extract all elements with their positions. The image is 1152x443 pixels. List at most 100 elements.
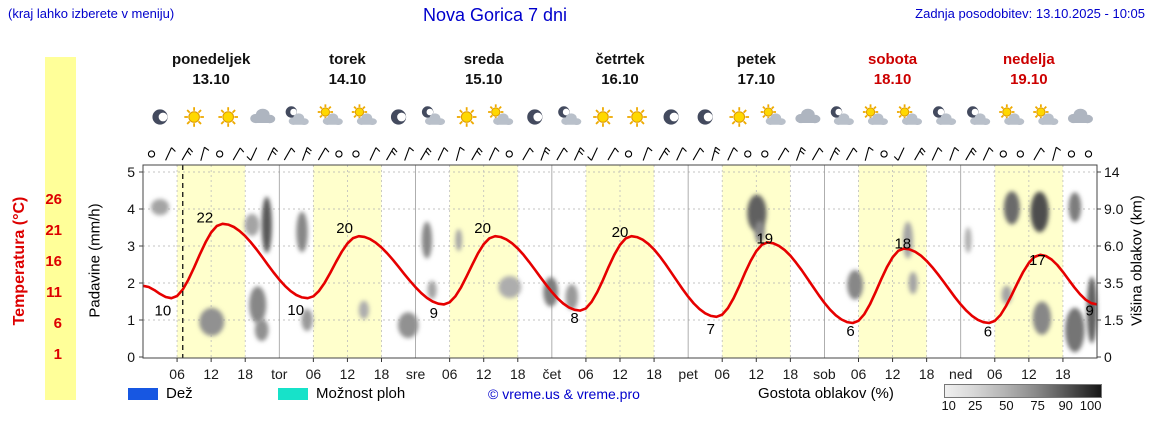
hour-tick: 12 (203, 366, 219, 382)
wind-barb (795, 147, 806, 161)
hour-tick: 06 (714, 366, 730, 382)
temp-tick: 21 (45, 222, 62, 239)
weather-icon-sun-cloud (760, 104, 786, 125)
wind-barb (404, 147, 415, 161)
weather-icon-moon-cloud (558, 106, 582, 125)
weather-icon-sun-cloud (1033, 104, 1059, 125)
cloud-blob (1086, 276, 1097, 344)
hour-tick: 18 (237, 366, 253, 382)
cloud-tick: 1.5 (1104, 312, 1124, 328)
wind-barb (864, 146, 874, 161)
weather-icon-moon-cloud (967, 106, 991, 125)
weather-icon-moon (152, 109, 168, 125)
temp-extreme-label: 18 (894, 236, 911, 253)
cloud-density-label: Gostota oblakov (%) (758, 385, 894, 402)
weather-icon-cloud (795, 108, 821, 124)
day-date: 17.10 (738, 71, 776, 88)
last-update-timestamp: Zadnja posodobitev: 13.10.2025 - 10:05 (915, 6, 1145, 21)
cloud-blob (261, 196, 272, 254)
wind-barb (624, 150, 633, 158)
wind-barb (965, 147, 977, 161)
weather-icon-sun (729, 107, 750, 127)
weather-icon-cloud (1067, 108, 1093, 124)
wind-barb (352, 150, 360, 158)
temp-extreme-label: 9 (430, 305, 438, 322)
cloud-blob (150, 199, 170, 216)
wind-barb (317, 147, 330, 161)
hour-tick: 18 (646, 366, 662, 382)
cloud-tick: 9.0 (1104, 201, 1124, 217)
day-name: sobota (868, 51, 918, 68)
page-title: Nova Gorica 7 dni (422, 5, 568, 25)
cloud-blob (301, 308, 313, 332)
hour-tick: 18 (374, 366, 390, 382)
temp-tick: 11 (46, 284, 62, 301)
precip-tick: 3 (127, 238, 135, 254)
wind-barb (301, 147, 312, 161)
day-abbr: čet (543, 366, 562, 382)
wind-barb (744, 150, 752, 158)
hour-tick: 12 (612, 366, 628, 382)
wind-barb (369, 147, 381, 161)
cloud-blob (1003, 191, 1020, 225)
wind-barb (420, 147, 432, 161)
cloud-blob (455, 228, 463, 252)
hour-tick: 12 (748, 366, 764, 382)
wind-barb (846, 147, 858, 161)
cloud-blob (754, 220, 765, 244)
density-tick: 100 (1079, 398, 1102, 413)
day-abbr: pet (678, 366, 698, 382)
weather-icon-moon (663, 109, 679, 125)
rain-label: Dež (166, 385, 193, 402)
cloud-blob (847, 270, 864, 300)
weather-icon-sun-cloud (488, 104, 514, 125)
day-name: četrtek (595, 51, 645, 68)
wind-barb (246, 147, 258, 161)
cloud-blob (427, 280, 437, 300)
cloud-blob (1030, 191, 1049, 233)
wind-barb (522, 147, 534, 161)
cloud-blob (498, 275, 522, 299)
weather-icon-moon (697, 109, 713, 125)
temp-tick: 6 (54, 315, 62, 332)
temp-extreme-label: 20 (336, 220, 353, 237)
precip-tick: 0 (127, 349, 135, 365)
wind-barb (335, 150, 343, 158)
temp-extreme-label: 9 (1085, 303, 1093, 320)
temp-tick: 26 (45, 191, 62, 208)
wind-barb (1067, 150, 1076, 158)
weather-icon-moon-cloud (285, 106, 309, 125)
weather-icon-sun-cloud (862, 104, 888, 125)
density-tick: 25 (967, 398, 983, 413)
temp-tick: 1 (54, 346, 62, 363)
weather-icon-sun (218, 107, 238, 127)
wind-barb (727, 147, 738, 161)
day-abbr: sob (813, 366, 836, 382)
wind-barb (949, 147, 960, 161)
wind-barb (488, 147, 500, 161)
copyright-link[interactable]: © vreme.us & vreme.pro (488, 386, 640, 402)
precip-tick: 5 (127, 164, 135, 180)
hour-tick: 06 (578, 366, 594, 382)
density-tick: 10 (941, 398, 956, 413)
density-tick: 90 (1058, 398, 1073, 413)
density-tick: 50 (999, 398, 1014, 413)
weather-icon-sun-cloud (896, 104, 923, 125)
hour-tick: 12 (476, 366, 492, 382)
hour-tick: 12 (885, 366, 901, 382)
weather-icon-cloud (250, 108, 276, 124)
wind-barb (540, 147, 551, 161)
wind-barb (165, 147, 176, 161)
wind-barb (829, 147, 841, 161)
wind-barb (386, 147, 398, 161)
wind-barb (1084, 150, 1093, 158)
cloud-blob (296, 211, 308, 253)
wind-barb (437, 147, 449, 161)
precip-tick: 1 (127, 312, 135, 328)
wind-barb (1033, 147, 1045, 161)
cloud-blob (249, 286, 267, 324)
wind-barb (283, 147, 296, 161)
precip-tick: 4 (127, 201, 135, 217)
weather-icon-sun-cloud (351, 104, 377, 125)
